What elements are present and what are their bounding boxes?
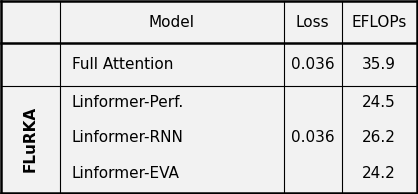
Text: Model: Model [149,15,195,30]
Text: FLuRKA: FLuRKA [23,106,38,172]
Text: 0.036: 0.036 [291,130,335,145]
Text: Linformer-Perf.: Linformer-Perf. [72,95,184,110]
Text: 0.036: 0.036 [291,57,335,72]
Text: 35.9: 35.9 [362,57,396,72]
Text: 24.2: 24.2 [362,166,396,181]
Text: Loss: Loss [296,15,330,30]
Text: Linformer-EVA: Linformer-EVA [72,166,180,181]
Text: Full Attention: Full Attention [72,57,173,72]
Text: 24.5: 24.5 [362,95,396,110]
Text: 26.2: 26.2 [362,130,396,145]
Text: Linformer-RNN: Linformer-RNN [72,130,184,145]
Text: EFLOPs: EFLOPs [352,15,407,30]
